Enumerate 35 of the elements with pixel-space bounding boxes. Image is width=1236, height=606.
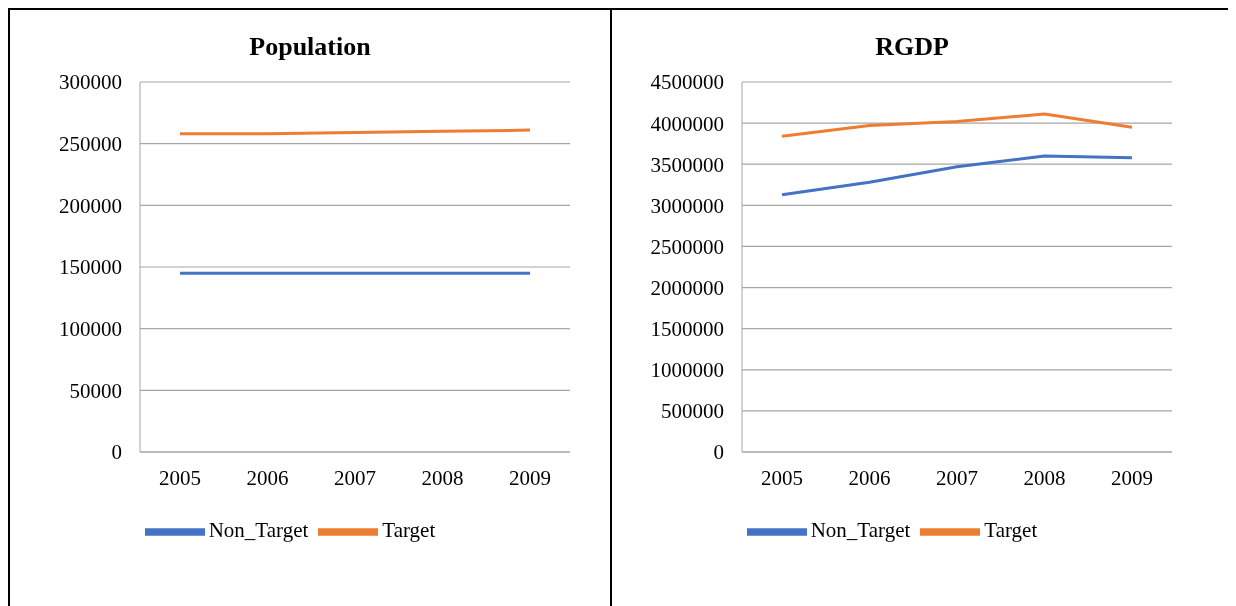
line-series: [780, 154, 1134, 197]
legend-label: Non_Target: [810, 517, 911, 542]
y-tick-label: 4500000: [650, 70, 724, 95]
y-tick-label: 0: [713, 440, 724, 465]
legend-label: Target: [382, 517, 436, 542]
y-tick-label: 150000: [59, 255, 122, 280]
x-tick-label: 2008: [1023, 465, 1066, 490]
y-tick-label: 500000: [661, 399, 724, 424]
y-tick-label: 4000000: [650, 111, 724, 136]
y-tick-label: 0: [111, 440, 122, 465]
y-tick-label: 1000000: [650, 358, 724, 383]
y-tick-label: 300000: [59, 70, 122, 95]
y-tick-label: 3000000: [650, 193, 724, 218]
x-tick-label: 2008: [421, 465, 464, 490]
x-tick-label: 2007: [936, 465, 978, 490]
chart-title: RGDP: [874, 32, 950, 63]
line-series: [780, 112, 1134, 138]
x-tick-label: 2009: [509, 465, 551, 490]
x-tick-label: 2005: [761, 465, 803, 490]
y-tick-label: 3500000: [650, 152, 724, 177]
y-tick-label: 50000: [69, 378, 122, 403]
y-tick-label: 250000: [59, 132, 122, 157]
y-tick-label: 200000: [59, 193, 122, 218]
x-tick-label: 2007: [334, 465, 376, 490]
y-tick-label: 2500000: [650, 234, 724, 259]
chart-title: Population: [248, 32, 372, 63]
legend-label: Target: [984, 517, 1038, 542]
x-tick-label: 2006: [848, 465, 891, 490]
x-tick-label: 2006: [246, 465, 289, 490]
y-tick-label: 100000: [59, 317, 122, 342]
x-tick-label: 2009: [1111, 465, 1153, 490]
legend-label: Non_Target: [208, 517, 309, 542]
y-tick-label: 1500000: [650, 317, 724, 342]
x-tick-label: 2005: [159, 465, 201, 490]
y-tick-label: 2000000: [650, 276, 724, 301]
